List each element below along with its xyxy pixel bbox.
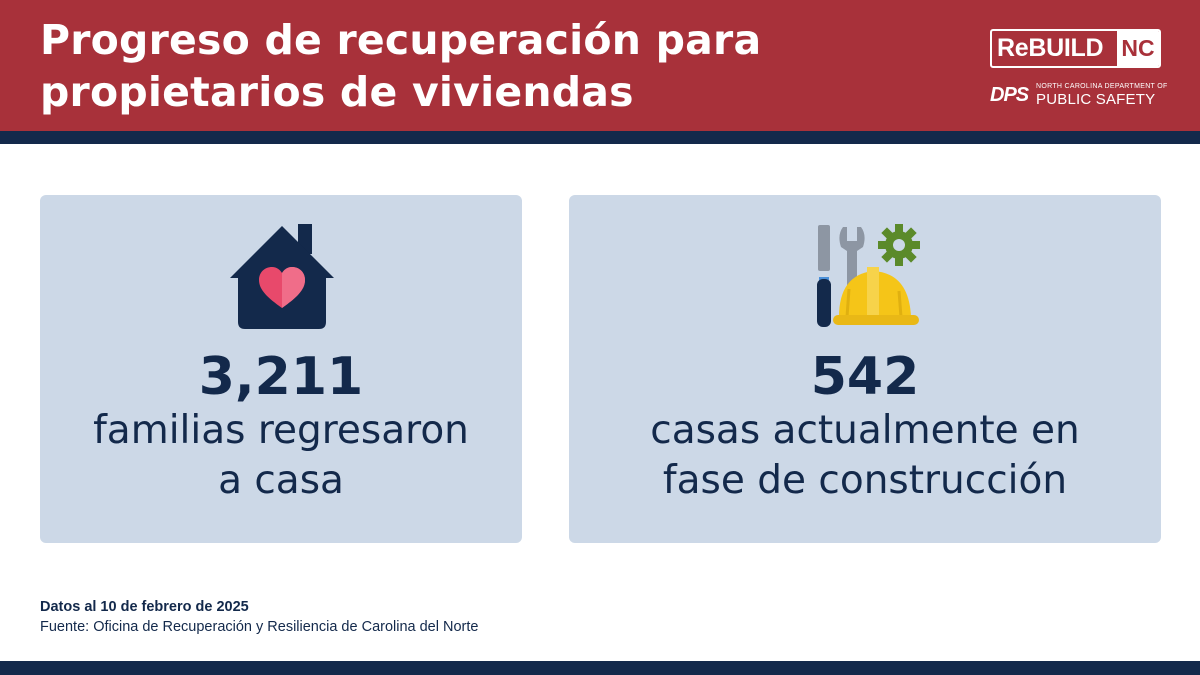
stat-label-construction-line-1: casas actualmente en [650, 408, 1080, 453]
rebuild-logo-word: ReBUILD [997, 34, 1104, 62]
rebuild-nc-logo: ReBUILD NC [990, 29, 1161, 68]
bottom-stripe [0, 661, 1200, 675]
footnote: Datos al 10 de febrero de 2025 Fuente: O… [40, 597, 478, 637]
ncdps-logo: DPS NORTH CAROLINA DEPARTMENT OF PUBLIC … [990, 83, 1168, 109]
dps-public-safety-line: PUBLIC SAFETY [1036, 91, 1156, 108]
stat-label-families: familias regresaron a casa [40, 406, 522, 506]
title-line-1: Progreso de recuperación para [40, 16, 762, 64]
title-line-2: propietarios de viviendas [40, 68, 634, 116]
stat-label-families-line-2: a casa [218, 458, 344, 503]
rebuild-logo-nc: NC [1117, 31, 1159, 66]
dps-department-line: NORTH CAROLINA DEPARTMENT OF [1036, 83, 1168, 90]
stat-label-families-line-1: familias regresaron [93, 408, 469, 453]
stat-value-construction: 542 [810, 347, 920, 407]
house-heart-icon [230, 224, 334, 329]
stat-label-construction-line-2: fase de construcción [662, 458, 1068, 503]
stat-value-families: 3,211 [198, 347, 364, 407]
stat-card-families-returned: 3,211 familias regresaron a casa [40, 195, 522, 543]
stat-card-homes-under-construction: 542 casas actualmente en fase de constru… [569, 195, 1161, 543]
source-note: Fuente: Oficina de Recuperación y Resili… [40, 619, 479, 635]
data-date-note: Datos al 10 de febrero de 2025 [40, 599, 249, 615]
header-divider-stripe [0, 131, 1200, 144]
dps-mark: DPS [990, 84, 1029, 106]
page-title: Progreso de recuperación para propietari… [40, 14, 920, 118]
header-banner: Progreso de recuperación para propietari… [0, 0, 1200, 131]
tools-hardhat-icon [817, 224, 920, 327]
stat-label-construction: casas actualmente en fase de construcció… [569, 406, 1161, 506]
